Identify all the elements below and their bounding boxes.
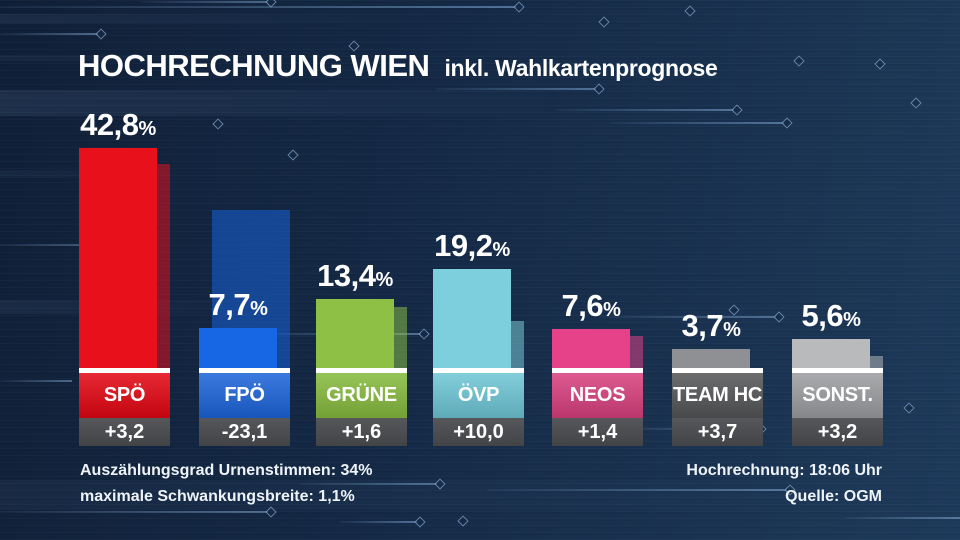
circuit-trace-line (140, 1, 268, 3)
circuit-trace-line (0, 511, 268, 513)
margin-of-error-text: maximale Schwankungsbreite: 1,1% (80, 488, 355, 505)
projection-time-text: Hochrechnung: 18:06 Uhr (686, 462, 882, 479)
bar-value-label: 7,6% (561, 288, 621, 323)
bar-baseline (433, 368, 524, 373)
bar-current-result (199, 328, 277, 368)
bar-baseline (316, 368, 407, 373)
bar-baseline (672, 368, 763, 373)
bar-group-grne: 13,4% GRÜNE +1,6 (316, 0, 407, 540)
bar-group-sonst: 5,6% SONST. +3,2 (792, 0, 883, 540)
change-value-label: +3,2 (79, 418, 170, 446)
change-value-label: +3,2 (792, 418, 883, 446)
bar-value-label: 5,6% (801, 298, 861, 333)
footer-right: Hochrechnung: 18:06 Uhr Quelle: OGM (686, 458, 882, 510)
bar-group-neos: 7,6% NEOS +1,4 (552, 0, 643, 540)
party-label: ÖVP (433, 373, 524, 418)
change-value-label: +3,7 (672, 418, 763, 446)
circuit-trace-diamond-icon (414, 516, 426, 528)
change-value-label: +10,0 (433, 418, 524, 446)
circuit-trace-line (610, 122, 784, 124)
circuit-trace-line (300, 483, 437, 485)
bar-baseline (199, 368, 290, 373)
bar-value-label: 42,8% (80, 107, 156, 142)
bar-group-sp: 42,8% SPÖ +3,2 (79, 0, 170, 540)
bar-value-label: 7,7% (208, 287, 268, 322)
bar-value-label: 13,4% (317, 258, 393, 293)
source-text: Quelle: OGM (785, 488, 882, 505)
party-label: SONST. (792, 373, 883, 418)
party-label: TEAM HC (672, 373, 763, 418)
circuit-trace-line (0, 33, 98, 35)
bar-group-vp: 19,2% ÖVP +10,0 (433, 0, 524, 540)
bar-current-result (792, 339, 870, 368)
bar-group-teamhc: 3,7% TEAM HC +3,7 (672, 0, 763, 540)
change-value-label: +1,4 (552, 418, 643, 446)
bar-current-result (433, 269, 511, 368)
party-label: FPÖ (199, 373, 290, 418)
circuit-trace-line (0, 6, 516, 8)
circuit-trace-line (845, 517, 960, 519)
circuit-trace-line (0, 244, 120, 246)
bar-value-label: 19,2% (434, 228, 510, 263)
circuit-trace-line (556, 109, 734, 111)
bar-baseline (792, 368, 883, 373)
party-label: NEOS (552, 373, 643, 418)
circuit-trace-line (340, 521, 417, 523)
page-subtitle: inkl. Wahlkartenprognose (444, 55, 718, 81)
circuit-trace-line (436, 88, 596, 90)
circuit-trace-diamond-icon (781, 117, 793, 129)
circuit-diamond-icon (903, 402, 915, 414)
party-label: GRÜNE (316, 373, 407, 418)
page-title: HOCHRECHNUNG WIEN (78, 48, 430, 83)
header: HOCHRECHNUNG WIEN inkl. Wahlkartenprogno… (78, 48, 718, 84)
footer-left: Auszählungsgrad Urnenstimmen: 34% maxima… (80, 458, 373, 510)
circuit-trace-line (487, 489, 787, 491)
change-value-label: +1,6 (316, 418, 407, 446)
counting-status-text: Auszählungsgrad Urnenstimmen: 34% (80, 462, 373, 479)
circuit-trace-line (0, 380, 72, 382)
bar-value-label: 3,7% (681, 308, 741, 343)
bar-current-result (672, 349, 750, 368)
change-value-label: -23,1 (199, 418, 290, 446)
bar-current-result (79, 148, 157, 368)
bar-current-result (316, 299, 394, 368)
circuit-trace-diamond-icon (418, 328, 430, 340)
bar-baseline (79, 368, 170, 373)
circuit-diamond-icon (910, 97, 922, 109)
circuit-trace-line (600, 316, 776, 318)
bar-group-fp: 7,7% FPÖ -23,1 (199, 0, 290, 540)
party-label: SPÖ (79, 373, 170, 418)
bar-current-result (552, 329, 630, 368)
bar-baseline (552, 368, 643, 373)
